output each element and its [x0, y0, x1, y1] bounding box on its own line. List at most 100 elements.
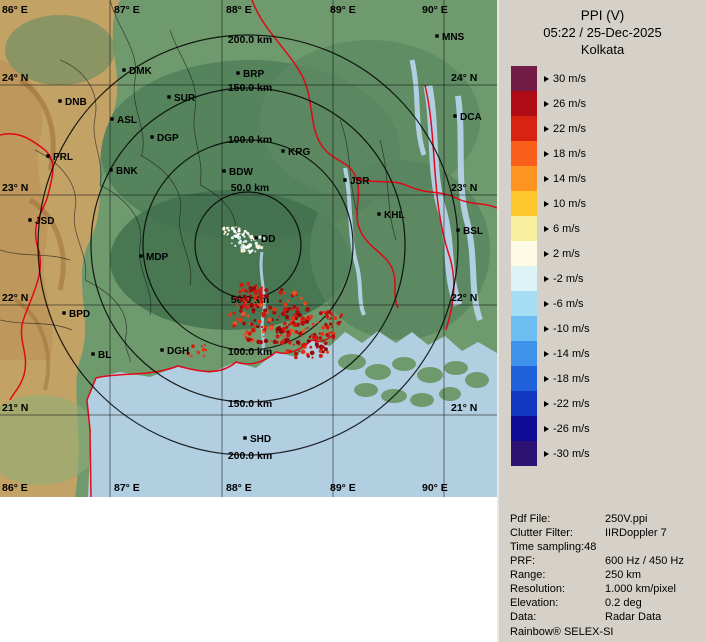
legend-row: -14 m/s [511, 341, 590, 366]
info-row: Elevation: 0.2 deg [510, 596, 702, 610]
legend-row: -10 m/s [511, 316, 590, 341]
radar-echo-pixel [330, 326, 333, 328]
legend-swatch [511, 91, 537, 116]
radar-echo-pixel [253, 319, 257, 322]
legend-row: 30 m/s [511, 66, 590, 91]
station-marker-icon [58, 99, 62, 103]
radar-echo-pixel [336, 322, 340, 326]
legend-tick-icon [544, 225, 549, 232]
radar-echo-pixel [255, 284, 257, 286]
radar-echo-pixel [288, 349, 293, 353]
station-marker-icon [377, 212, 381, 216]
software-brand: Rainbow® SELEX-SI [510, 626, 614, 638]
legend-label: -30 m/s [553, 447, 590, 460]
legend-swatch [511, 141, 537, 166]
radar-echo-pixel [247, 233, 250, 236]
radar-echo-pixel [272, 310, 277, 315]
radar-echo-pixel [321, 339, 325, 342]
legend-tick-icon [544, 275, 549, 282]
radar-echo-pixel [244, 336, 248, 339]
radar-echo-pixel [328, 331, 331, 335]
radar-echo-pixel [200, 345, 203, 348]
radar-echo-pixel [320, 332, 325, 336]
radar-echo-pixel [326, 310, 329, 313]
radar-echo-pixel [340, 313, 344, 317]
radar-echo-pixel [254, 303, 258, 307]
radar-echo-pixel [283, 291, 286, 295]
radar-echo-pixel [298, 350, 300, 353]
radar-echo-pixel [294, 331, 297, 334]
radar-echo-pixel [278, 290, 283, 295]
station-label: KHL [384, 210, 405, 221]
radar-echo-pixel [258, 244, 260, 247]
latitude-label: 21° N [2, 402, 28, 414]
legend-row: 10 m/s [511, 191, 590, 216]
radar-echo-pixel [300, 349, 306, 355]
radar-echo-pixel [240, 311, 246, 317]
radar-echo-pixel [227, 226, 230, 229]
legend-label: 30 m/s [553, 72, 587, 85]
station-label: DCA [460, 112, 482, 123]
radar-echo-pixel [284, 314, 290, 320]
legend-tick-icon [544, 150, 549, 157]
legend-swatch [511, 166, 537, 191]
radar-echo-pixel [238, 233, 240, 235]
radar-echo-pixel [249, 302, 254, 308]
radar-echo-pixel [240, 305, 244, 309]
radar-echo-pixel [288, 341, 292, 345]
radar-echo-pixel [191, 344, 195, 349]
radar-echo-pixel [226, 234, 229, 236]
radar-echo-pixel [331, 331, 335, 335]
range-ring [90, 87, 406, 403]
station-label: JSD [35, 216, 54, 227]
radar-echo-pixel [246, 297, 250, 301]
radar-echo-pixel [230, 236, 234, 240]
longitude-label: 89° E [330, 482, 356, 494]
radar-echo-pixel [250, 234, 253, 238]
legend-row: 22 m/s [511, 116, 590, 141]
radar-echo-pixel [257, 319, 261, 324]
radar-echo-pixel [301, 322, 305, 326]
station-label: MDP [146, 252, 169, 263]
radar-echo-pixel [247, 282, 250, 285]
legend-swatch [511, 66, 537, 91]
longitude-label: 87° E [114, 482, 140, 494]
longitude-label: 86° E [2, 482, 28, 494]
station-label: KRG [288, 147, 310, 158]
range-ring-label: 50.0 km [231, 182, 270, 194]
radar-echo-pixel [235, 226, 237, 228]
station-label: DD [261, 234, 275, 245]
radar-echo-pixel [227, 229, 231, 232]
radar-echo-pixel [202, 355, 204, 358]
radar-echo-pixel [256, 325, 260, 329]
legend-row: -26 m/s [511, 416, 590, 441]
radar-echo-pixel [261, 330, 266, 334]
radar-echo-pixel [261, 311, 267, 317]
radar-echo-pixel [281, 326, 287, 332]
info-value [605, 540, 702, 554]
legend-swatch [511, 441, 537, 466]
legend-tick-icon [544, 400, 549, 407]
radar-echo-pixel [268, 305, 273, 310]
radar-echo-pixel [304, 327, 307, 330]
radar-map-display[interactable]: 50.0 km 50.0 km 100.0 km 100.0 km 150.0 km 15… [0, 0, 497, 497]
radar-echo-pixel [314, 342, 319, 347]
station-label: DNB [65, 97, 87, 108]
range-ring [37, 34, 459, 456]
legend-label: -14 m/s [553, 347, 590, 360]
legend-label: 14 m/s [553, 172, 587, 185]
legend-tick-icon [544, 300, 549, 307]
legend-row: -18 m/s [511, 366, 590, 391]
range-ring-label: 150.0 km [228, 398, 272, 410]
radar-echo-pixel [298, 331, 303, 336]
radar-echo-pixel [283, 302, 288, 307]
radar-echo-pixel [324, 311, 328, 315]
radar-echo-pixel [248, 286, 253, 290]
radar-echo-pixel [186, 351, 191, 356]
legend-tick-icon [544, 100, 549, 107]
radar-echo-pixel [205, 349, 208, 351]
radar-echo-pixel [240, 233, 242, 235]
radar-echo-pixel [283, 307, 288, 312]
radar-echo-pixel [305, 307, 310, 312]
radar-echo-pixel [339, 315, 342, 319]
